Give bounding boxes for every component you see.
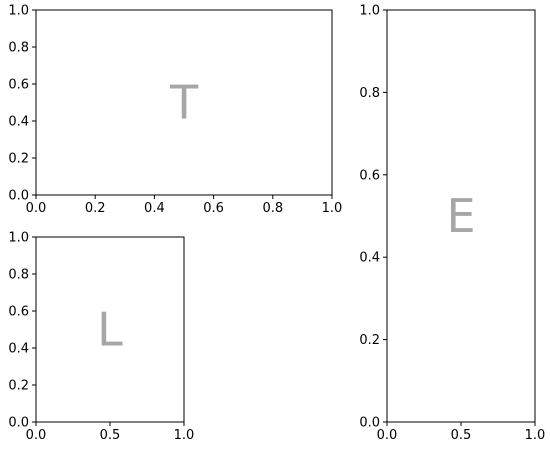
axes-e-ytick-label: 0.2 — [359, 333, 380, 348]
axes-e-ytick-label: 0.8 — [359, 86, 380, 101]
axes-e-ytick-label: 0.0 — [359, 416, 380, 431]
axes-layer: 0.0 0.2 0.4 0.6 0.8 1.00.00.20.40.60.81.0T0.0… — [8, 4, 545, 444]
axes-e-xtick-label: 0.5 — [451, 428, 472, 443]
axes-e-xtick-label: 0.0 — [377, 428, 398, 443]
axes-t-panel-label: T — [169, 76, 199, 130]
axes-l-ytick-label: 0.8 — [8, 268, 29, 283]
axes-l-xtick-label: 0.5 — [100, 428, 121, 443]
axes-l-ytick-label: 1.0 — [8, 231, 29, 246]
axes-l-panel-label: L — [97, 303, 123, 357]
axes-l-xtick-label: 0.0 — [26, 428, 47, 443]
axes-t-ytick-label: 0.6 — [8, 78, 29, 93]
axes-t-frame — [35, 9, 333, 196]
axes-t-ytick-label: 0.4 — [8, 115, 29, 130]
axes-e: 0.0 0.5 1.0 0.0 0.2 0.4 0.6 0.8 1.0 E — [359, 4, 545, 444]
axes-e-xtick-label: 1.0 — [525, 428, 546, 443]
axes-t-xtick-label: 0.6 — [203, 201, 224, 216]
axes-t-ytick-label: 1.0 — [8, 4, 29, 19]
axes-t-ytick-label: 0.8 — [8, 41, 29, 56]
axes-t-ytick-label: 0.2 — [8, 152, 29, 167]
axes-l-ytick-label: 0.6 — [8, 305, 29, 320]
axes-l-ytick-label: 0.4 — [8, 342, 29, 357]
axes-e-ytick-label: 1.0 — [359, 4, 380, 19]
axes-t-ytick-label: 0.0 — [8, 189, 29, 204]
axes-t-xtick-label: 0.8 — [262, 201, 283, 216]
axes-e-ytick-label: 0.4 — [359, 251, 380, 266]
axes-t-xtick-label: 0.0 — [26, 201, 47, 216]
axes-l-ytick-label: 0.2 — [8, 379, 29, 394]
axes-t: 0.0 0.2 0.4 0.6 0.8 1.0 0.0 0.2 0.4 0.6 0.8 1.0 T — [8, 4, 342, 217]
axes-t-xtick-label: 1.0 — [322, 201, 343, 216]
axes-e-ytick-label: 0.6 — [359, 168, 380, 183]
axes-t-xtick-label: 0.2 — [85, 201, 106, 216]
axes-t-xtick-label: 0.4 — [144, 201, 165, 216]
axes-e-panel-label: E — [446, 189, 475, 243]
axes-l-ytick-label: 0.0 — [8, 416, 29, 431]
axes-l-xtick-label: 1.0 — [174, 428, 195, 443]
axes-l: 0.0 0.5 1.0 0.0 0.2 0.4 0.6 0.8 1.0 L — [8, 231, 194, 444]
